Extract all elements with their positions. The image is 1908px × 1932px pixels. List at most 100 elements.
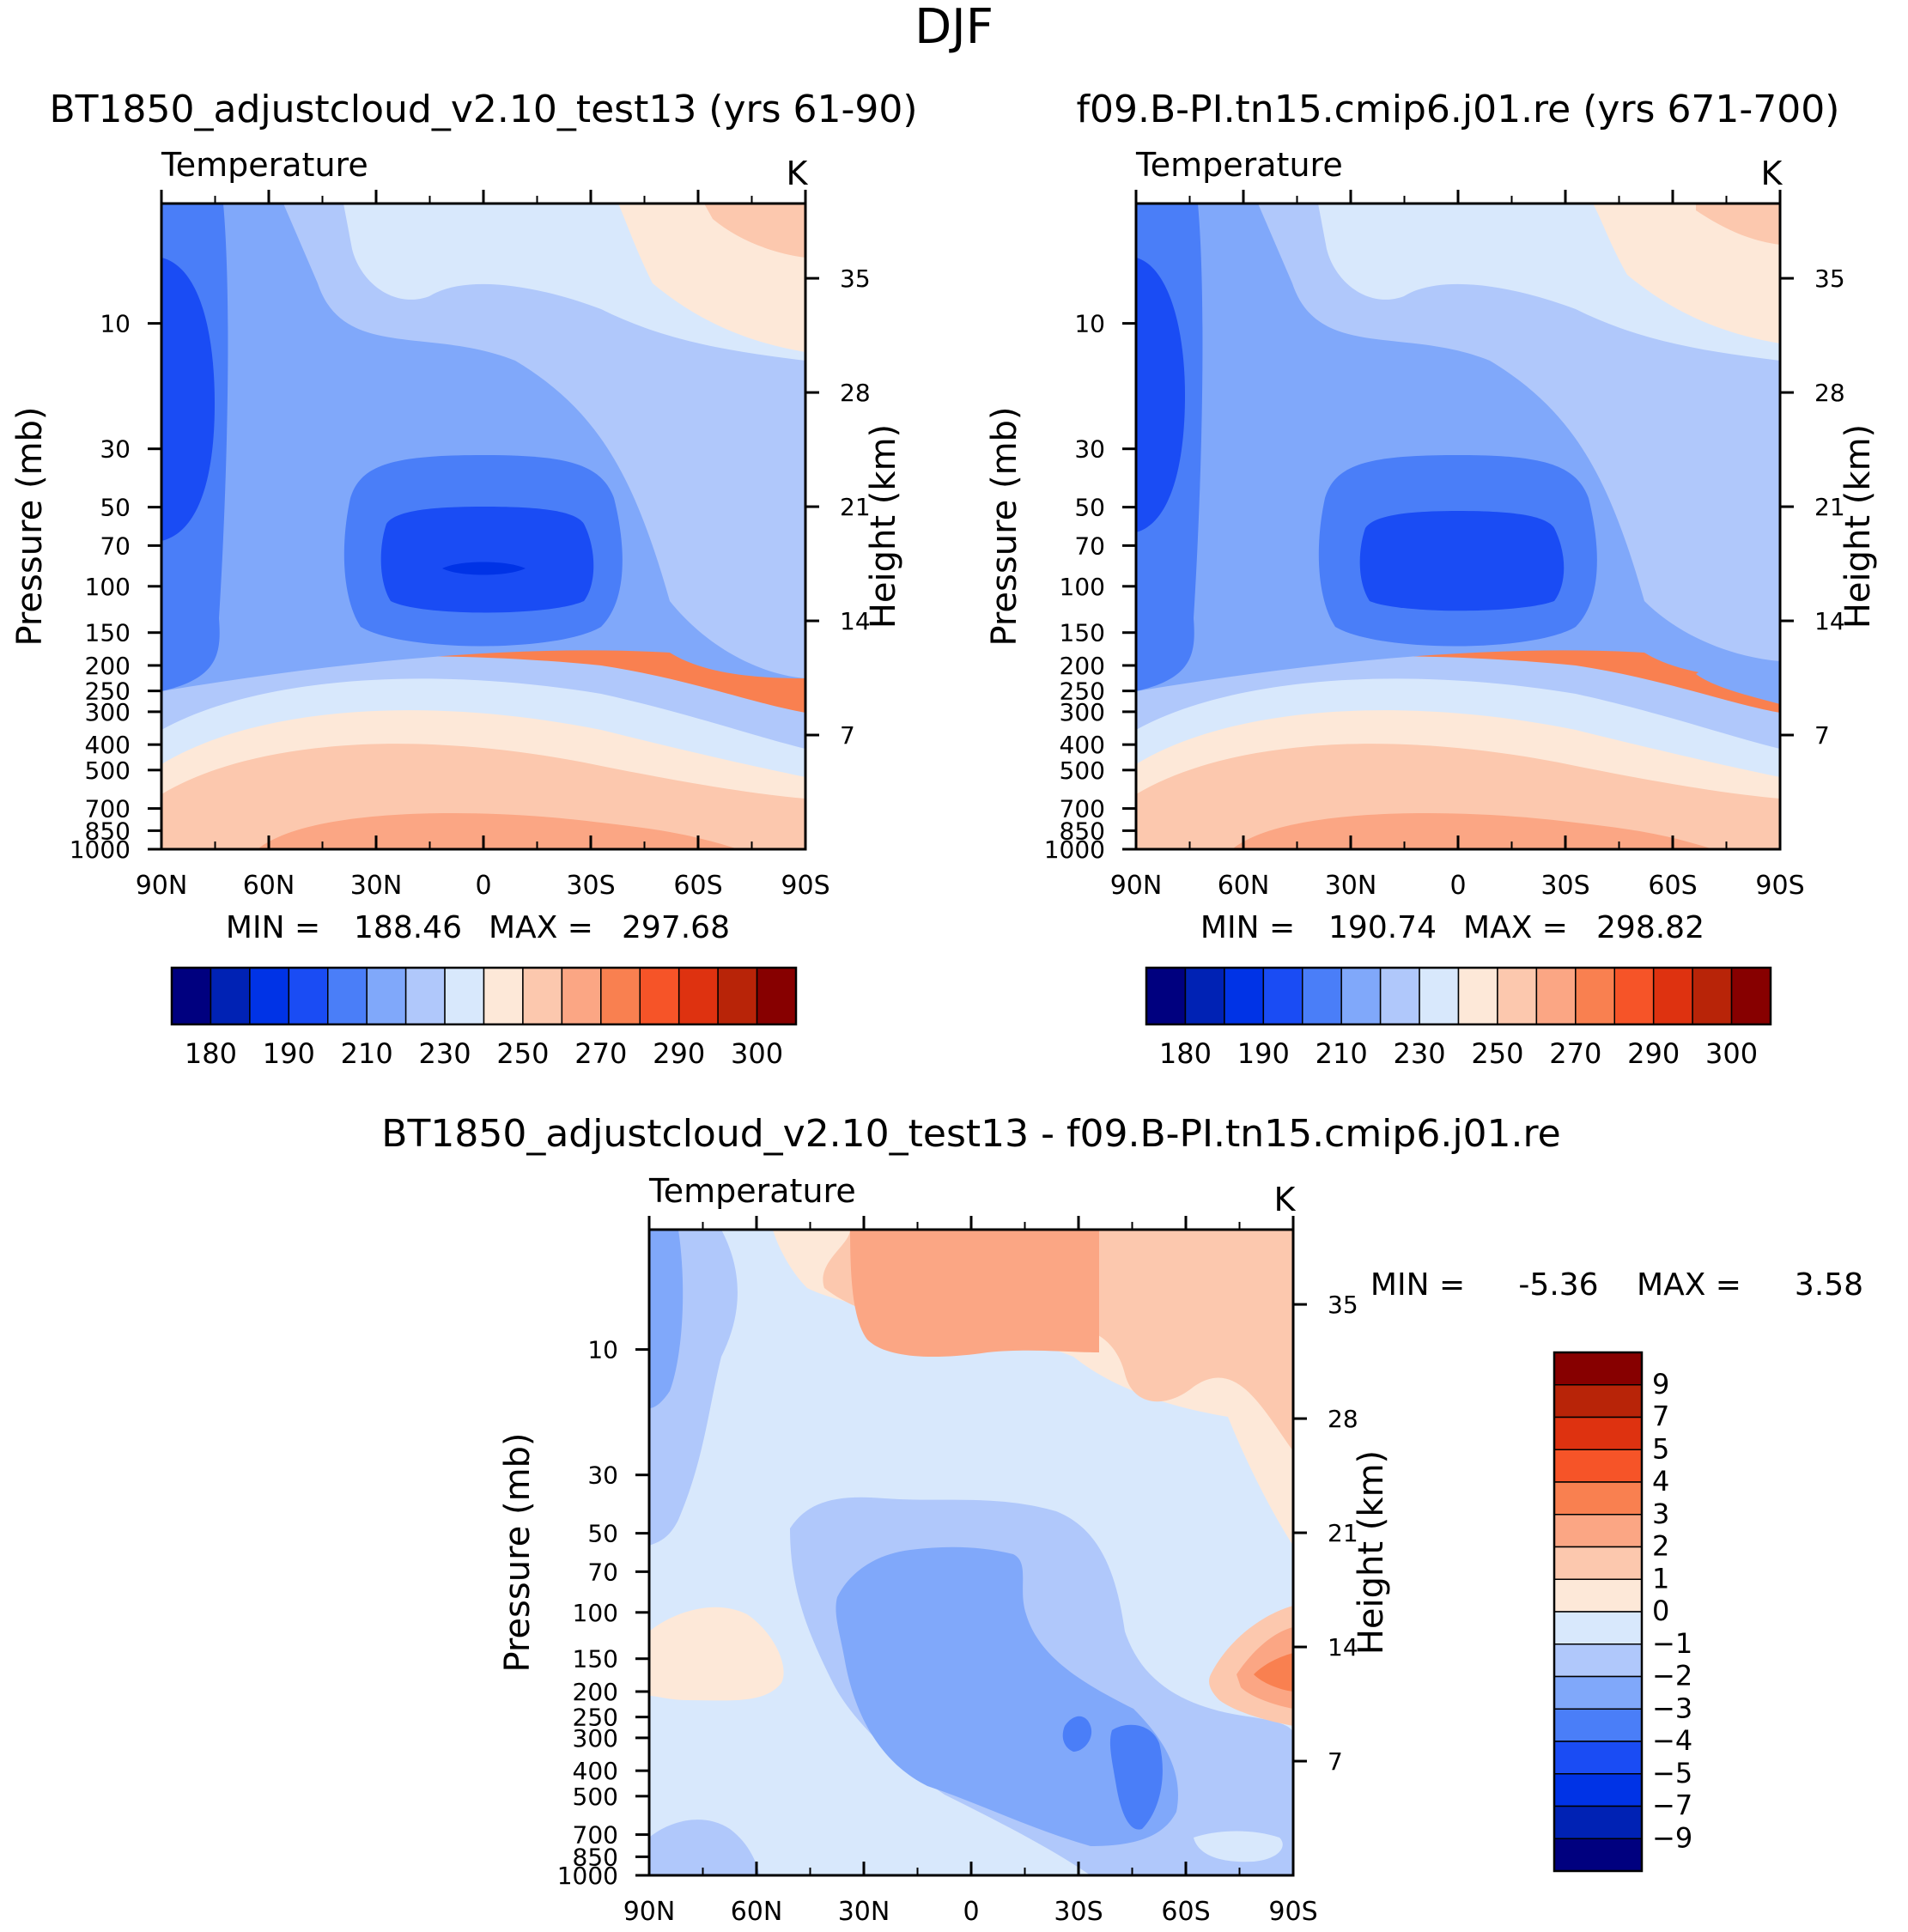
colorbar-label: 4 [1652,1465,1669,1498]
panel-2-max-label: MAX = [1463,910,1568,945]
colorbar-box [756,967,797,1025]
panel-3-axes: 90N 60N 30N 0 30S 60S 90S103050701001502002503… [498,1216,1391,1927]
x-tick-label: 30N [838,1897,890,1927]
colorbar-box [1302,967,1342,1025]
pressure-tick-label: 1000 [70,835,131,864]
x-tick-label: 30N [1325,871,1377,901]
colorbar-box [288,967,329,1025]
colorbar-box [327,967,368,1025]
colorbar-box [678,967,719,1025]
colorbar-box [1553,1546,1643,1580]
height-tick-label: 14 [1328,1633,1358,1662]
colorbar-box [1553,1805,1643,1839]
colorbar-label: 190 [1237,1037,1290,1070]
panel-2-title: f09.B-PI.tn15.cmip6.j01.re (yrs 671-700) [1077,88,1840,131]
colorbar-label: 190 [263,1037,315,1070]
colorbar-outline [170,966,798,1026]
colorbar-box [1553,1838,1643,1872]
panel-2-min-label: MIN = [1200,910,1295,945]
colorbar-box [1145,967,1187,1025]
panel-2-colorbar: 180 190 210 230 250 270 290 300 [1145,966,1772,1070]
pressure-tick-label: 50 [1074,494,1105,522]
height-tick-label: 28 [1328,1405,1358,1433]
height-tick-label: 28 [1814,379,1845,407]
colorbar-label: −4 [1652,1724,1692,1757]
pressure-tick-label: 70 [587,1558,618,1586]
p3-sh-cold-near-surface [1194,1831,1283,1862]
pressure-axis-label: Pressure (mb) [985,406,1024,646]
p3-nh-positive-blob [649,1607,784,1701]
pressure-tick-label: 100 [1060,573,1105,601]
pressure-tick-label: 10 [1074,310,1105,338]
panel-3-min-value: -5.36 [1518,1267,1598,1303]
pressure-tick-label: 150 [573,1645,618,1674]
colorbar-box [210,967,251,1025]
colorbar-box [1553,1675,1643,1710]
panel-3-min-label: MIN = [1370,1267,1465,1303]
height-tick-label: 21 [1328,1519,1358,1547]
colorbar-box [1553,1578,1643,1613]
panel-1-units: K [787,155,809,192]
x-tick-label: 90S [1755,871,1804,901]
pressure-tick-label: 300 [1060,698,1105,726]
panel-1-max-value: 297.68 [622,910,730,945]
p2-polar-vortex-inner [1136,258,1185,532]
pressure-tick-label: 250 [1060,677,1105,706]
colorbar-box [1730,967,1771,1025]
pressure-tick-label: 10 [587,1336,618,1364]
colorbar-label: 3 [1652,1498,1669,1530]
height-tick-label: 14 [1814,607,1845,635]
colorbar-box [1553,1416,1643,1450]
pressure-tick-label: 10 [100,310,131,338]
pressure-tick-label: 200 [573,1678,618,1706]
colorbar-label: −7 [1652,1789,1692,1822]
pressure-tick-label: 70 [100,532,131,560]
colorbar-label: −5 [1652,1757,1692,1789]
pressure-tick-label: 200 [1060,652,1105,680]
x-tick-label: 60N [1218,871,1270,901]
height-tick-label: 21 [1814,493,1845,521]
p2-strat-260-patch [1593,204,1780,343]
pressure-axis-label: Pressure (mb) [10,406,50,646]
colorbar-label: 300 [731,1037,783,1070]
colorbar-box [522,967,563,1025]
x-tick-label: 30N [350,871,403,901]
colorbar-label: −2 [1652,1660,1692,1692]
height-tick-label: 7 [1328,1747,1343,1776]
colorbar-box [1575,967,1615,1025]
panel-2-max-value: 298.82 [1596,910,1704,945]
panel-2: f09.B-PI.tn15.cmip6.j01.re (yrs 671-700)… [985,88,1878,1070]
x-tick-label: 30S [566,871,615,901]
x-tick-label: 60N [243,871,295,901]
colorbar-label: 290 [1627,1037,1680,1070]
colorbar-box [404,967,446,1025]
x-tick-label: 0 [475,871,491,901]
pressure-tick-label: 850 [85,817,131,845]
height-axis-label: Height (km) [1838,424,1878,629]
panel-1-var-label: Temperature [161,146,368,184]
colorbar-box [1224,967,1265,1025]
p1-band-230 [161,656,805,749]
colorbar-label: 300 [1705,1037,1758,1070]
colorbar-box [600,967,641,1025]
colorbar-box [1652,967,1693,1025]
p2-band-260 [1136,737,1780,849]
panel-3-contour-field [649,1230,1293,1875]
x-tick-label: 0 [963,1897,979,1927]
pressure-tick-label: 700 [573,1821,618,1850]
panel-2-axes: 90N 60N 30N 0 30S 60S 90S103050701001502002503… [985,190,1878,901]
panel-3-title: BT1850_adjustcloud_v2.10_test13 - f09.B-… [381,1112,1560,1156]
p1-band-260 [161,737,805,849]
colorbar-box [1692,967,1733,1025]
p3-upper-positive-2-3 [850,1230,1099,1357]
colorbar-label: 290 [653,1037,705,1070]
panel-2-units: K [1761,155,1783,192]
height-tick-label: 35 [1814,264,1845,293]
x-tick-label: 60S [1648,871,1697,901]
x-tick-label: 30S [1540,871,1589,901]
colorbar-outline [1145,966,1772,1026]
x-tick-label: 60N [731,1897,783,1927]
p3-sh-warm-4 [1254,1653,1293,1692]
